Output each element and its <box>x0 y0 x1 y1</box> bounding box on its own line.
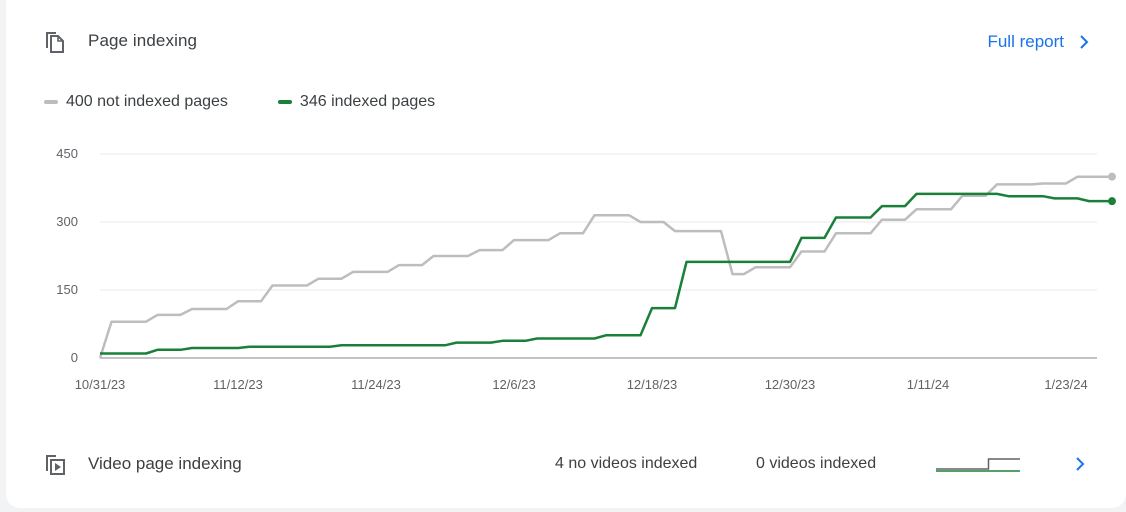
videos-indexed-count: 0 videos indexed <box>756 455 877 472</box>
legend-label-not-indexed: 400 not indexed pages <box>66 93 228 110</box>
full-report-label: Full report <box>987 32 1064 51</box>
x-tick-label: 12/30/23 <box>765 377 816 392</box>
x-tick-label: 1/23/24 <box>1044 377 1087 392</box>
series-line-indexed <box>100 192 1112 355</box>
chevron-right-icon <box>1080 35 1089 49</box>
y-tick-label: 0 <box>71 350 78 365</box>
x-tick-label: 12/6/23 <box>492 377 535 392</box>
legend-item-not-indexed[interactable]: 400 not indexed pages <box>44 93 228 111</box>
video-indexing-title: Video page indexing <box>88 454 242 473</box>
legend-label-indexed: 346 indexed pages <box>299 93 436 110</box>
card-header: Page indexing Full report <box>0 0 1126 82</box>
x-tick-label: 11/24/23 <box>351 377 401 392</box>
series-end-point-indexed <box>1108 197 1116 206</box>
series-end-point-not-indexed <box>1108 172 1116 181</box>
y-tick-label: 150 <box>56 282 78 297</box>
video-indexing-row[interactable]: Video page indexing 4 no videos indexed … <box>0 444 1126 484</box>
x-tick-label: 10/31/23 <box>75 377 126 392</box>
legend-swatch-indexed <box>277 100 292 104</box>
page-indexing-card <box>6 0 1126 508</box>
series-line-not-indexed <box>98 175 1112 359</box>
y-tick-label: 450 <box>56 146 78 161</box>
no-videos-indexed-count: 4 no videos indexed <box>555 455 698 472</box>
sparkline-no-videos <box>936 458 1020 470</box>
legend-item-indexed[interactable]: 346 indexed pages <box>277 93 436 111</box>
x-tick-label: 12/18/23 <box>627 377 678 392</box>
chart-legend: 400 not indexed pages 346 indexed pages <box>44 90 485 114</box>
pages-icon <box>46 32 64 53</box>
page-indexing-chart: 0 150 300 450 10/31/23 11/12/23 11/24/23 12/6/2… <box>56 146 1116 392</box>
x-tick-label: 11/12/23 <box>213 377 263 392</box>
page-title: Page indexing <box>88 31 198 50</box>
x-tick-label: 1/11/24 <box>907 377 949 392</box>
full-report-link[interactable]: Full report <box>987 28 1090 56</box>
video-pages-icon <box>46 455 65 475</box>
video-sparkline <box>936 458 1020 472</box>
y-tick-label: 300 <box>56 214 78 229</box>
legend-swatch-not-indexed <box>44 100 58 104</box>
chevron-right-icon[interactable] <box>1074 456 1086 472</box>
